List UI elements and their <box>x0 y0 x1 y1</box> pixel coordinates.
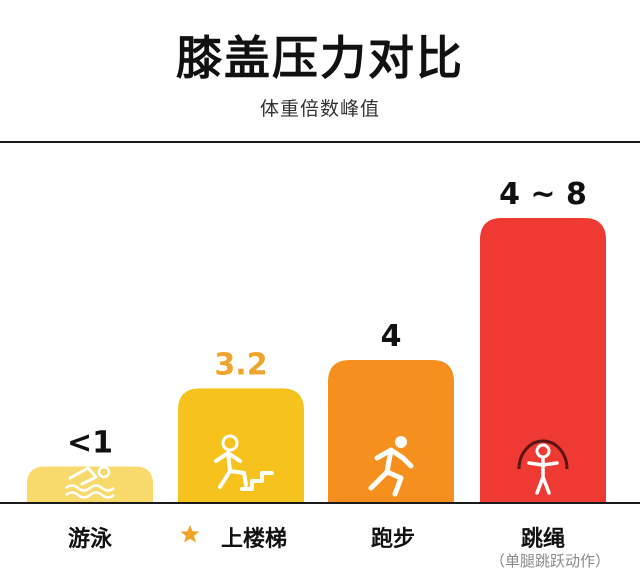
chart-title: 膝盖压力对比 <box>176 31 464 85</box>
chart-subtitle: 体重倍数峰值 <box>259 98 380 120</box>
jump-rope-icon <box>517 439 569 495</box>
category-label-swimming: 游泳 <box>67 527 112 552</box>
runner-icon <box>368 436 414 497</box>
category-label-jump-rope: 跳绳 <box>520 527 565 552</box>
bar-3 <box>480 218 606 502</box>
bar-0 <box>27 466 153 502</box>
value-label-3: 4 ~ 8 <box>499 177 587 212</box>
swimmer-icon <box>65 465 115 499</box>
category-label-running: 跑步 <box>370 527 415 552</box>
climbing-stairs-icon <box>214 434 274 491</box>
value-label-1: 3.2 <box>214 347 267 382</box>
bar-2 <box>328 360 454 502</box>
star-icon <box>180 525 200 543</box>
bar-1 <box>178 388 304 502</box>
value-label-2: 4 <box>381 319 402 354</box>
jump-rope-note: （单腿跳跃动作） <box>489 552 610 570</box>
title-divider <box>0 141 640 143</box>
category-label-stairs: 上楼梯 <box>220 527 287 552</box>
value-label-0: <1 <box>67 426 113 461</box>
